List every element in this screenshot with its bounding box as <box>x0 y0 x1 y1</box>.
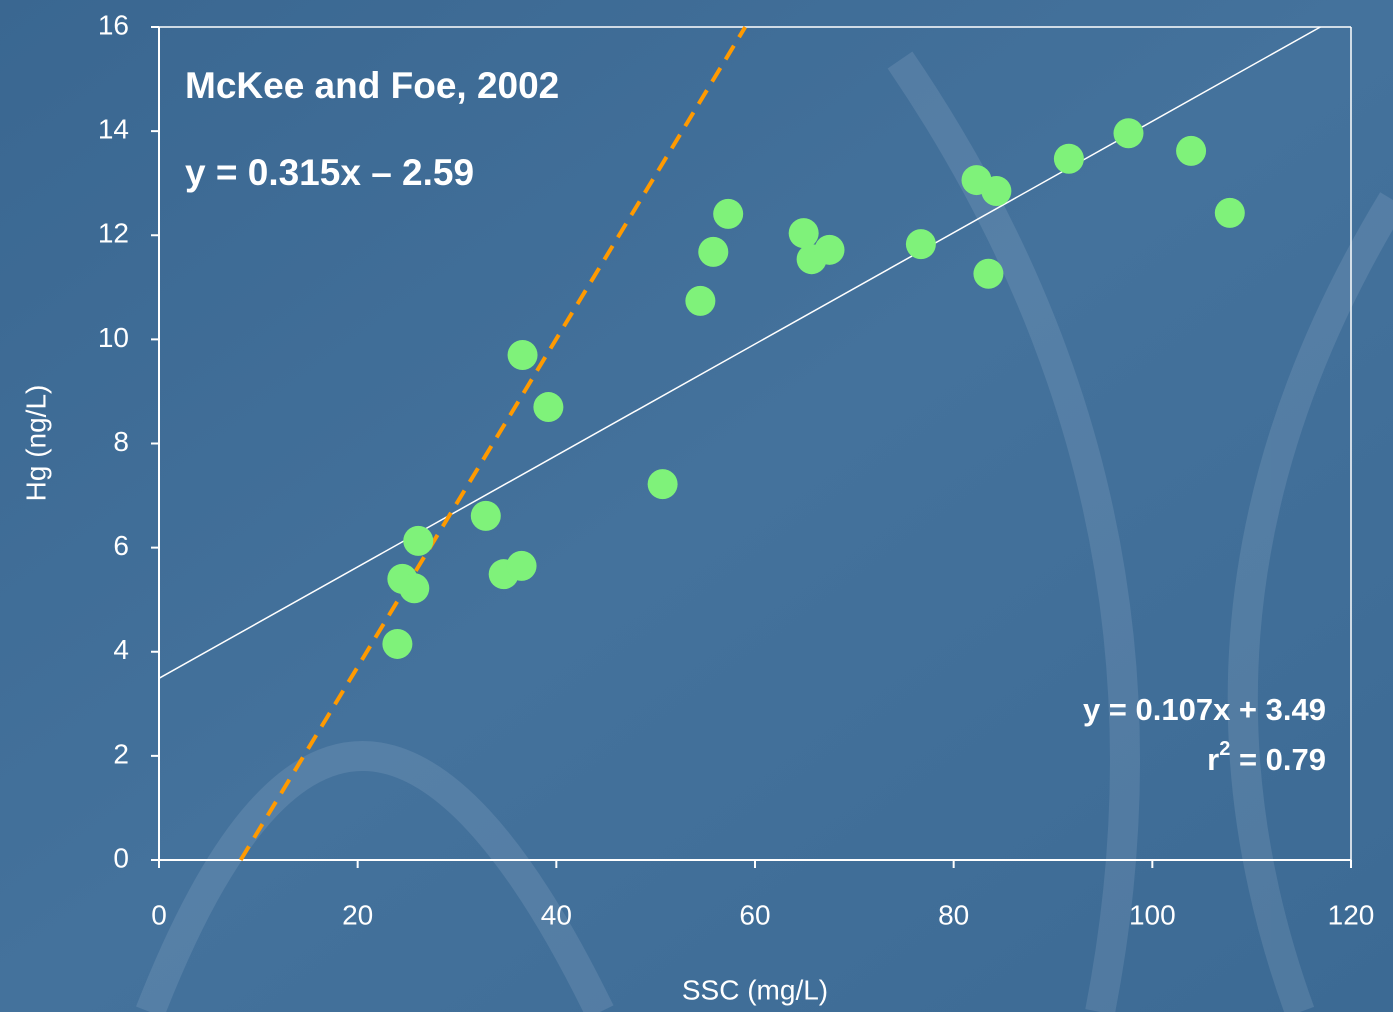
point <box>1053 143 1084 174</box>
x-tick-label: 20 <box>342 899 373 930</box>
x-tick-label: 0 <box>151 899 167 930</box>
point <box>685 285 716 316</box>
x-tick-label: 40 <box>541 899 572 930</box>
x-axis-label: SSC (mg/L) <box>682 974 828 1005</box>
point <box>981 175 1012 206</box>
fit-label: y = 0.315x – 2.59 <box>185 152 474 193</box>
point <box>905 229 936 260</box>
point <box>399 573 430 604</box>
point <box>403 525 434 556</box>
point <box>533 392 564 423</box>
x-tick-label: 80 <box>938 899 969 930</box>
point <box>1113 118 1144 149</box>
point <box>507 339 538 370</box>
x-tick-label: 60 <box>739 899 770 930</box>
point <box>470 500 501 531</box>
r-rest: = 0.79 <box>1230 742 1326 777</box>
point <box>698 236 729 267</box>
y-tick-label: 14 <box>98 114 129 145</box>
y-tick-label: 0 <box>113 842 129 873</box>
point <box>506 550 537 581</box>
point <box>973 258 1004 289</box>
y-tick-label: 8 <box>113 426 129 457</box>
y-tick-label: 2 <box>113 738 129 769</box>
point <box>713 198 744 229</box>
y-tick-label: 12 <box>98 218 129 249</box>
r-base: r <box>1207 742 1219 777</box>
chart-title: McKee and Foe, 2002 <box>185 65 559 106</box>
y-tick-label: 16 <box>98 9 129 40</box>
point <box>382 628 413 659</box>
y-tick-label: 6 <box>113 530 129 561</box>
x-tick-label: 100 <box>1129 899 1176 930</box>
y-axis-label: Hg (ng/L) <box>20 385 51 502</box>
y-tick-label: 4 <box>113 634 129 665</box>
point <box>647 469 678 500</box>
point <box>1214 197 1245 228</box>
point <box>788 218 819 249</box>
y-tick-label: 10 <box>98 322 129 353</box>
point <box>814 234 845 265</box>
r-squared: r2 = 0.79 <box>1207 738 1326 777</box>
point <box>1176 135 1207 166</box>
r-sup: 2 <box>1219 738 1230 760</box>
fit-line <box>238 25 747 862</box>
x-tick-label: 120 <box>1328 899 1375 930</box>
fit-label: y = 0.107x + 3.49 <box>1083 692 1326 727</box>
